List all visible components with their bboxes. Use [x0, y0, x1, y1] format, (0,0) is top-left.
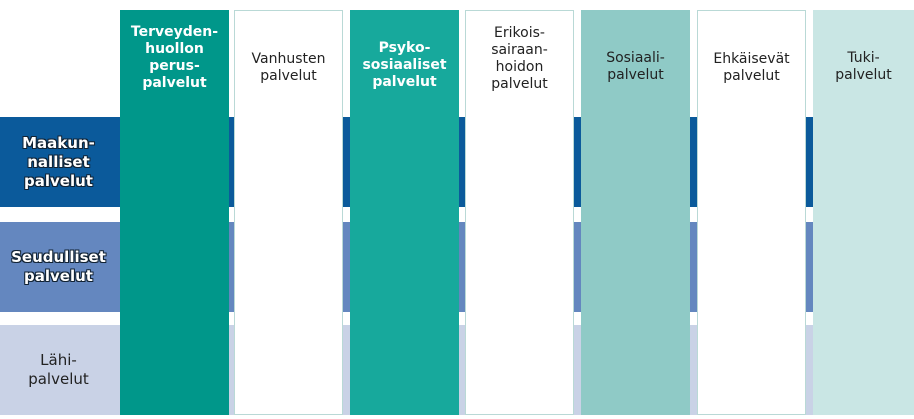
label-line: perus- — [149, 58, 200, 74]
label-line: Ehkäisevät — [713, 51, 790, 67]
label-line: nalliset — [27, 152, 90, 171]
label-line: palvelut — [607, 67, 664, 83]
label-line: Erikois- — [494, 25, 545, 41]
label-line: huollon — [145, 41, 204, 57]
label-line: sairaan- — [491, 42, 548, 58]
label-line: Seudulliset — [11, 248, 106, 266]
column: Sosiaali-palvelut — [581, 10, 690, 415]
column: Erikois-sairaan-hoidon palvelut — [465, 10, 574, 415]
row-label: Seudulliset palvelut — [0, 222, 117, 312]
label-line: palvelut — [142, 75, 207, 91]
column: Tuki-palvelut — [813, 10, 914, 415]
label-line: Vanhusten — [251, 51, 326, 67]
label-line: palvelut — [372, 74, 437, 90]
label-line: Psyko- — [378, 40, 431, 56]
label-line: sosiaaliset — [362, 57, 447, 73]
label-line: Maakun- — [22, 133, 95, 152]
label-line: Terveyden- — [130, 24, 219, 40]
label-line: palvelut — [835, 67, 892, 83]
label-line: palvelut — [723, 68, 780, 84]
label-line: palvelut — [491, 76, 548, 92]
column: Vanhusten palvelut — [234, 10, 343, 415]
row-label: Lähi-palvelut — [0, 325, 117, 415]
label-line: palvelut — [24, 267, 93, 285]
label-line: Tuki- — [847, 50, 880, 66]
column: Psyko-sosiaaliset palvelut — [350, 10, 459, 415]
column: Ehkäisevät palvelut — [697, 10, 806, 415]
label-line: Lähi- — [40, 351, 77, 369]
label-line: hoidon — [495, 59, 544, 75]
label-line: palvelut — [24, 171, 93, 190]
label-line: palvelut — [260, 68, 317, 84]
label-line: palvelut — [28, 370, 89, 388]
column: Terveyden-huollon perus-palvelut — [120, 10, 229, 415]
label-line: Sosiaali- — [606, 50, 665, 66]
row-label: Maakun-nalliset palvelut — [0, 117, 117, 207]
